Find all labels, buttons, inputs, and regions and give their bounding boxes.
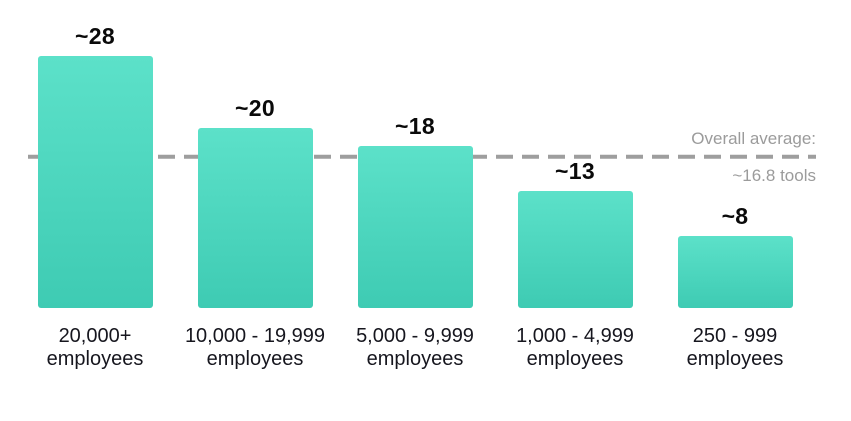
- category-unit: employees: [526, 348, 624, 370]
- category-range: 10,000 - 19,999: [184, 325, 326, 347]
- category-label: 250 - 999 employees: [655, 325, 815, 371]
- bar-value-label: ~8: [721, 203, 749, 229]
- category-label: 10,000 - 19,999 employees: [175, 325, 335, 371]
- category-range: 20,000+: [58, 325, 132, 347]
- bar-group-1000-4999: ~13 1,000 - 4,999 employees: [495, 0, 655, 421]
- bar-value-label: ~13: [555, 158, 595, 184]
- category-unit: employees: [206, 348, 304, 370]
- bar-5000-9999: [357, 146, 473, 308]
- bar-group-250-999: ~8 250 - 999 employees: [655, 0, 815, 421]
- bar-value-label: ~28: [75, 23, 115, 49]
- bar-group-20000-plus: ~28 20,000+ employees: [15, 0, 175, 421]
- category-range: 5,000 - 9,999: [356, 325, 474, 347]
- category-unit: employees: [46, 348, 144, 370]
- category-unit: employees: [686, 348, 784, 370]
- category-label: 20,000+ employees: [15, 325, 175, 371]
- category-range: 250 - 999: [692, 325, 778, 347]
- category-range: 1,000 - 4,999: [516, 325, 634, 347]
- bar-value-label: ~18: [395, 113, 435, 139]
- bar-group-10000-19999: ~20 10,000 - 19,999 employees: [175, 0, 335, 421]
- category-label: 5,000 - 9,999 employees: [335, 325, 495, 371]
- bar-1000-4999: [517, 191, 633, 308]
- bar-value-label: ~20: [235, 95, 275, 121]
- bar-10000-19999: [197, 128, 313, 308]
- average-label-line2: ~16.8 tools: [732, 165, 816, 185]
- bar-group-5000-9999: ~18 5,000 - 9,999 employees: [335, 0, 495, 421]
- category-unit: employees: [366, 348, 464, 370]
- average-label-line1: Overall average:: [691, 128, 816, 148]
- category-label: 1,000 - 4,999 employees: [495, 325, 655, 371]
- bar-250-999: [677, 236, 793, 308]
- bar-20000-plus: [37, 56, 153, 308]
